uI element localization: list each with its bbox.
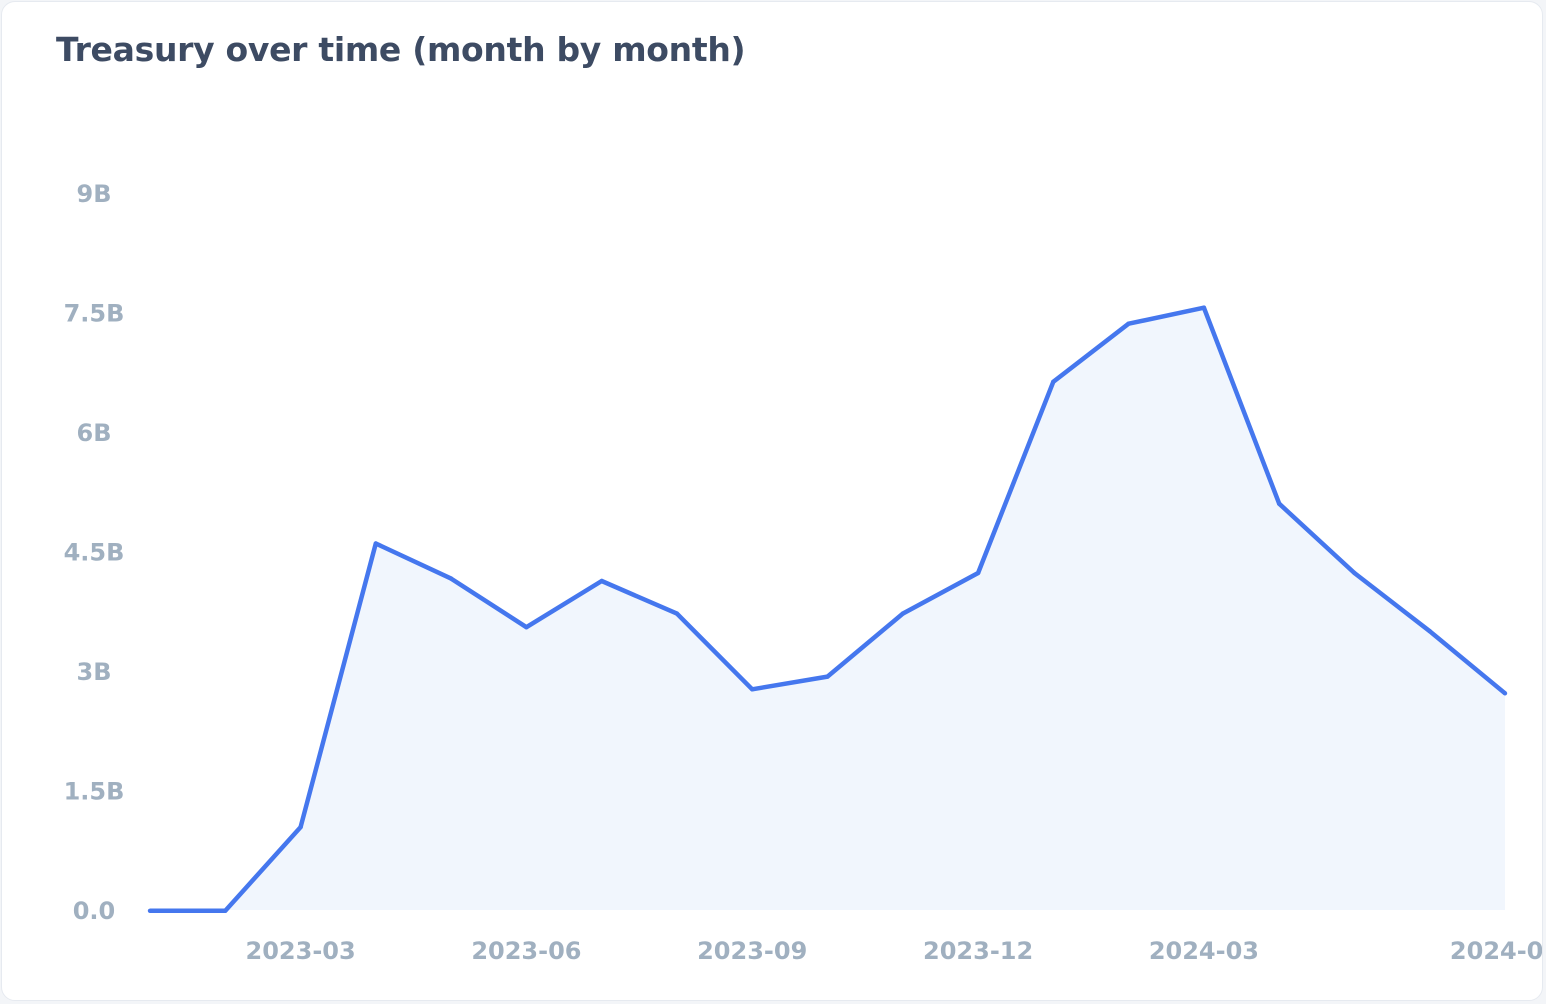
y-tick-label: 9B bbox=[77, 180, 112, 208]
data-point-2023-04 bbox=[373, 541, 378, 546]
y-tick-label: 0.0 bbox=[73, 897, 116, 925]
x-tick-label: 2024-03 bbox=[1149, 937, 1259, 965]
data-point-2024-01 bbox=[1051, 379, 1056, 384]
data-point-2023-02 bbox=[223, 908, 228, 913]
y-tick-label: 7.5B bbox=[64, 300, 125, 328]
data-point-2024-06 bbox=[1427, 629, 1432, 634]
data-point-2023-11 bbox=[900, 611, 905, 616]
data-point-2023-07 bbox=[599, 578, 604, 584]
y-tick-label: 1.5B bbox=[64, 778, 125, 806]
x-tick-label: 2023-12 bbox=[923, 937, 1033, 965]
data-point-2023-05 bbox=[448, 576, 454, 581]
data-point-2024-07 bbox=[1502, 691, 1508, 696]
data-point-2023-08 bbox=[674, 611, 680, 616]
data-point-2024-02 bbox=[1126, 321, 1131, 326]
series-area-fill bbox=[150, 307, 1505, 911]
data-point-2024-04 bbox=[1277, 501, 1282, 506]
data-point-2023-09 bbox=[750, 687, 755, 692]
x-tick-label: 2023-03 bbox=[246, 937, 356, 965]
data-point-2023-10 bbox=[825, 674, 830, 679]
chart-title: Treasury over time (month by month) bbox=[56, 30, 746, 69]
x-tick-label: 2024-07 bbox=[1450, 937, 1543, 965]
data-point-2024-05 bbox=[1352, 570, 1357, 576]
y-tick-label: 6B bbox=[77, 419, 112, 447]
y-tick-label: 3B bbox=[77, 658, 112, 686]
y-tick-label: 4.5B bbox=[64, 539, 125, 567]
y-axis: 0.0 1.5B 3B 4.5B 6B 7.5B 9B bbox=[64, 180, 125, 925]
x-tick-label: 2023-06 bbox=[471, 937, 581, 965]
data-point-2023-12 bbox=[975, 570, 981, 576]
data-point-2023-03 bbox=[298, 824, 303, 830]
area-layer bbox=[147, 305, 1508, 914]
x-tick-label: 2023-09 bbox=[697, 937, 807, 965]
data-point-2023-06 bbox=[524, 625, 529, 630]
data-point-2023-01 bbox=[147, 908, 153, 913]
data-point-2024-03 bbox=[1201, 305, 1207, 310]
x-axis: 2023-03 2023-06 2023-09 2023-12 2024-03 2024-… bbox=[246, 937, 1543, 965]
